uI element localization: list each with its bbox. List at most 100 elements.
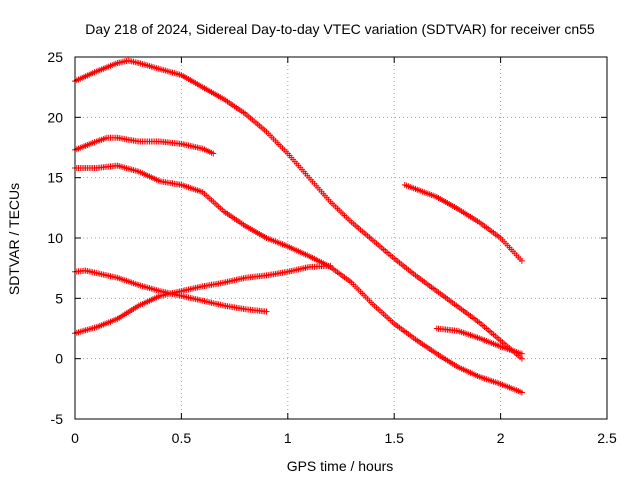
x-tick-label: 2.5 bbox=[597, 430, 617, 446]
data-point-segment bbox=[412, 272, 438, 293]
data-point-segment bbox=[114, 162, 141, 175]
data-point-segment bbox=[114, 303, 141, 322]
data-point-segment bbox=[157, 66, 183, 78]
data-point-segment bbox=[157, 138, 183, 147]
satellite-track-5 bbox=[72, 262, 334, 337]
data-point-segment bbox=[455, 206, 481, 225]
data-point-segment bbox=[93, 162, 119, 171]
data-point-segment bbox=[242, 222, 268, 240]
satellite-track-7 bbox=[433, 325, 525, 357]
y-tick-label: 20 bbox=[47, 109, 63, 125]
data-point-segment bbox=[497, 343, 524, 357]
grid-lines bbox=[75, 57, 607, 419]
data-point-segment bbox=[135, 293, 162, 309]
data-point-segment bbox=[93, 270, 119, 281]
data-point bbox=[518, 389, 525, 396]
satellite-track-1 bbox=[72, 57, 525, 362]
x-tick-label: 1.5 bbox=[384, 430, 404, 446]
data-point-segment bbox=[284, 150, 311, 179]
satellite-track-6 bbox=[401, 181, 525, 264]
data-point-segment bbox=[135, 60, 162, 72]
y-tick-label: 15 bbox=[47, 170, 63, 186]
data-point-segment bbox=[242, 306, 268, 315]
data-point-segment bbox=[178, 181, 204, 195]
data-point-segment bbox=[178, 292, 204, 304]
data-point-segment bbox=[93, 60, 119, 75]
x-tick-label: 0 bbox=[71, 430, 79, 446]
data-point-segment bbox=[476, 219, 502, 240]
x-tick-label: 0.5 bbox=[172, 430, 192, 446]
data-point-segment bbox=[221, 275, 247, 286]
data-point-segment bbox=[114, 274, 141, 288]
satellite-track-4 bbox=[72, 267, 270, 315]
data-point-segment bbox=[93, 135, 109, 145]
data-point-segment bbox=[348, 219, 375, 242]
data-point-segment bbox=[82, 267, 98, 276]
y-tick-label: 25 bbox=[47, 49, 63, 65]
data-point-segment bbox=[433, 288, 460, 309]
data-point-segment bbox=[135, 282, 162, 294]
data-point-segment bbox=[93, 316, 119, 331]
data-point-segment bbox=[497, 381, 524, 395]
data-point-segment bbox=[391, 320, 417, 342]
data-point-segment bbox=[327, 198, 353, 224]
satellite-track-2 bbox=[72, 134, 217, 157]
data-point-segment bbox=[221, 302, 247, 312]
data-point-segment bbox=[263, 235, 289, 249]
data-point-segment bbox=[455, 364, 481, 379]
data-point-segment bbox=[242, 110, 268, 134]
data-point-segment bbox=[497, 235, 524, 262]
data-point-segment bbox=[72, 324, 98, 337]
data-point-segment bbox=[178, 72, 204, 90]
data-point-segment bbox=[476, 373, 502, 387]
data-point-segment bbox=[476, 335, 502, 349]
x-tick-label: 2 bbox=[497, 430, 505, 446]
data-point bbox=[518, 257, 525, 264]
data-point-segment bbox=[263, 269, 289, 279]
data-point-segment bbox=[199, 84, 226, 102]
data-point-segment bbox=[369, 301, 396, 326]
data-point-segment bbox=[369, 237, 396, 260]
data-point-segment bbox=[178, 140, 204, 152]
y-tick-label: 5 bbox=[55, 290, 63, 306]
x-tick-label: 1 bbox=[284, 430, 292, 446]
data-point-segment bbox=[401, 181, 438, 200]
data-point-segment bbox=[327, 264, 353, 285]
data-point-segment bbox=[412, 336, 438, 356]
data-point bbox=[518, 350, 525, 357]
y-tick-label: 10 bbox=[47, 230, 63, 246]
data-point-segment bbox=[157, 288, 183, 299]
data-point-segment bbox=[242, 272, 268, 281]
data-point-segment bbox=[284, 264, 311, 275]
data-point-segment bbox=[135, 138, 162, 145]
y-tick-label: 0 bbox=[55, 351, 63, 367]
data-point-segment bbox=[199, 297, 226, 309]
data-point-segment bbox=[157, 178, 183, 188]
data-point-segment bbox=[306, 262, 332, 270]
data-point-segment bbox=[199, 279, 226, 290]
data-point-segment bbox=[221, 208, 247, 228]
data-point bbox=[210, 150, 217, 157]
data-point-segment bbox=[433, 194, 460, 211]
data-point-segment bbox=[455, 303, 481, 325]
chart-title: Day 218 of 2024, Sidereal Day-to-day VTE… bbox=[85, 21, 595, 37]
data-point-segment bbox=[476, 319, 502, 343]
data-series bbox=[72, 57, 525, 396]
data-point-segment bbox=[199, 145, 215, 156]
data-point-segment bbox=[433, 325, 460, 334]
x-axis-label: GPS time / hours bbox=[287, 458, 394, 474]
data-point-segment bbox=[284, 243, 311, 259]
data-point-segment bbox=[178, 283, 204, 295]
y-tick-label: -5 bbox=[51, 411, 64, 427]
data-point-segment bbox=[221, 96, 247, 116]
data-point-segment bbox=[114, 134, 141, 145]
data-point-segment bbox=[455, 327, 481, 341]
data-point-segment bbox=[263, 128, 289, 155]
satellite-track-3 bbox=[72, 162, 525, 396]
data-point-segment bbox=[348, 279, 375, 306]
axes: 0 0.5 1 1.5 2 2.5 -5 0 5 10 15 20 25 bbox=[47, 49, 617, 446]
data-point-segment bbox=[306, 174, 332, 203]
data-point-segment bbox=[391, 255, 417, 277]
data-point-segment bbox=[199, 189, 226, 213]
